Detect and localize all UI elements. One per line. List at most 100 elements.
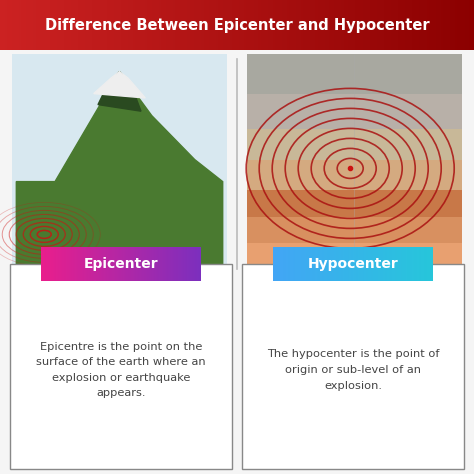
Bar	[410, 0, 412, 50]
Bar	[78, 247, 80, 281]
Bar	[398, 247, 399, 281]
Bar	[118, 0, 121, 50]
Bar	[357, 247, 358, 281]
Bar	[321, 247, 322, 281]
Bar	[416, 247, 417, 281]
Bar	[166, 0, 168, 50]
Bar	[100, 247, 101, 281]
Bar	[95, 0, 97, 50]
Bar	[176, 247, 178, 281]
Bar	[376, 247, 377, 281]
Bar	[354, 247, 355, 281]
Bar	[136, 247, 137, 281]
Bar	[23, 182, 206, 196]
Bar	[291, 247, 292, 281]
Bar	[366, 247, 367, 281]
Bar	[304, 247, 305, 281]
Bar	[154, 0, 156, 50]
Bar	[157, 247, 158, 281]
Bar	[287, 247, 288, 281]
Bar	[190, 0, 192, 50]
Bar	[362, 247, 363, 281]
Bar	[166, 247, 167, 281]
Bar	[406, 247, 407, 281]
Bar	[235, 0, 237, 50]
Bar	[52, 247, 53, 281]
Bar	[251, 0, 254, 50]
Bar	[50, 0, 52, 50]
Bar	[305, 247, 306, 281]
Bar	[276, 247, 277, 281]
Bar	[171, 247, 172, 281]
Bar	[114, 0, 116, 50]
Bar	[23, 226, 206, 240]
Bar	[389, 247, 390, 281]
Bar	[169, 247, 170, 281]
Bar	[107, 0, 109, 50]
Bar	[358, 247, 359, 281]
Bar	[341, 247, 342, 281]
Bar	[73, 0, 76, 50]
Bar	[230, 0, 232, 50]
Bar	[84, 247, 85, 281]
Bar	[247, 54, 462, 274]
Bar	[332, 0, 334, 50]
Polygon shape	[94, 72, 146, 98]
Bar	[318, 0, 320, 50]
Bar	[83, 0, 85, 50]
Bar	[100, 0, 102, 50]
Bar	[422, 247, 423, 281]
Bar	[247, 93, 462, 129]
Polygon shape	[16, 72, 223, 274]
Bar	[50, 247, 51, 281]
Bar	[128, 247, 129, 281]
Bar	[133, 0, 135, 50]
Bar	[192, 247, 193, 281]
Bar	[429, 247, 430, 281]
Bar	[94, 247, 95, 281]
Bar	[352, 247, 353, 281]
Bar	[247, 243, 462, 274]
Bar	[66, 0, 69, 50]
Bar	[367, 0, 370, 50]
Bar	[64, 0, 66, 50]
Bar	[353, 247, 354, 281]
Bar	[146, 247, 148, 281]
Bar	[394, 247, 396, 281]
Bar	[103, 247, 104, 281]
Bar	[223, 0, 225, 50]
Bar	[294, 0, 296, 50]
Bar	[438, 0, 441, 50]
Bar	[199, 247, 200, 281]
Bar	[281, 247, 282, 281]
Text: Epicentre is the point on the
surface of the earth where an
explosion or earthqu: Epicentre is the point on the surface of…	[36, 342, 206, 399]
Bar	[72, 247, 73, 281]
Bar	[400, 247, 401, 281]
Bar	[225, 0, 228, 50]
Bar	[360, 247, 362, 281]
Bar	[75, 247, 76, 281]
Bar	[106, 247, 107, 281]
Bar	[263, 0, 265, 50]
Bar	[33, 0, 36, 50]
Bar	[326, 247, 328, 281]
Bar	[410, 247, 411, 281]
Bar	[448, 0, 450, 50]
Bar	[356, 247, 357, 281]
Bar	[7, 0, 9, 50]
Bar	[14, 0, 17, 50]
Bar	[247, 217, 462, 243]
Bar	[327, 0, 329, 50]
Bar	[155, 247, 156, 281]
Bar	[59, 247, 60, 281]
Bar	[24, 0, 26, 50]
Bar	[334, 0, 337, 50]
Bar	[247, 160, 462, 191]
Bar	[93, 247, 94, 281]
Bar	[48, 247, 50, 281]
Bar	[163, 247, 164, 281]
Bar	[189, 247, 191, 281]
Bar	[12, 0, 14, 50]
Bar	[193, 247, 195, 281]
Bar	[127, 247, 128, 281]
